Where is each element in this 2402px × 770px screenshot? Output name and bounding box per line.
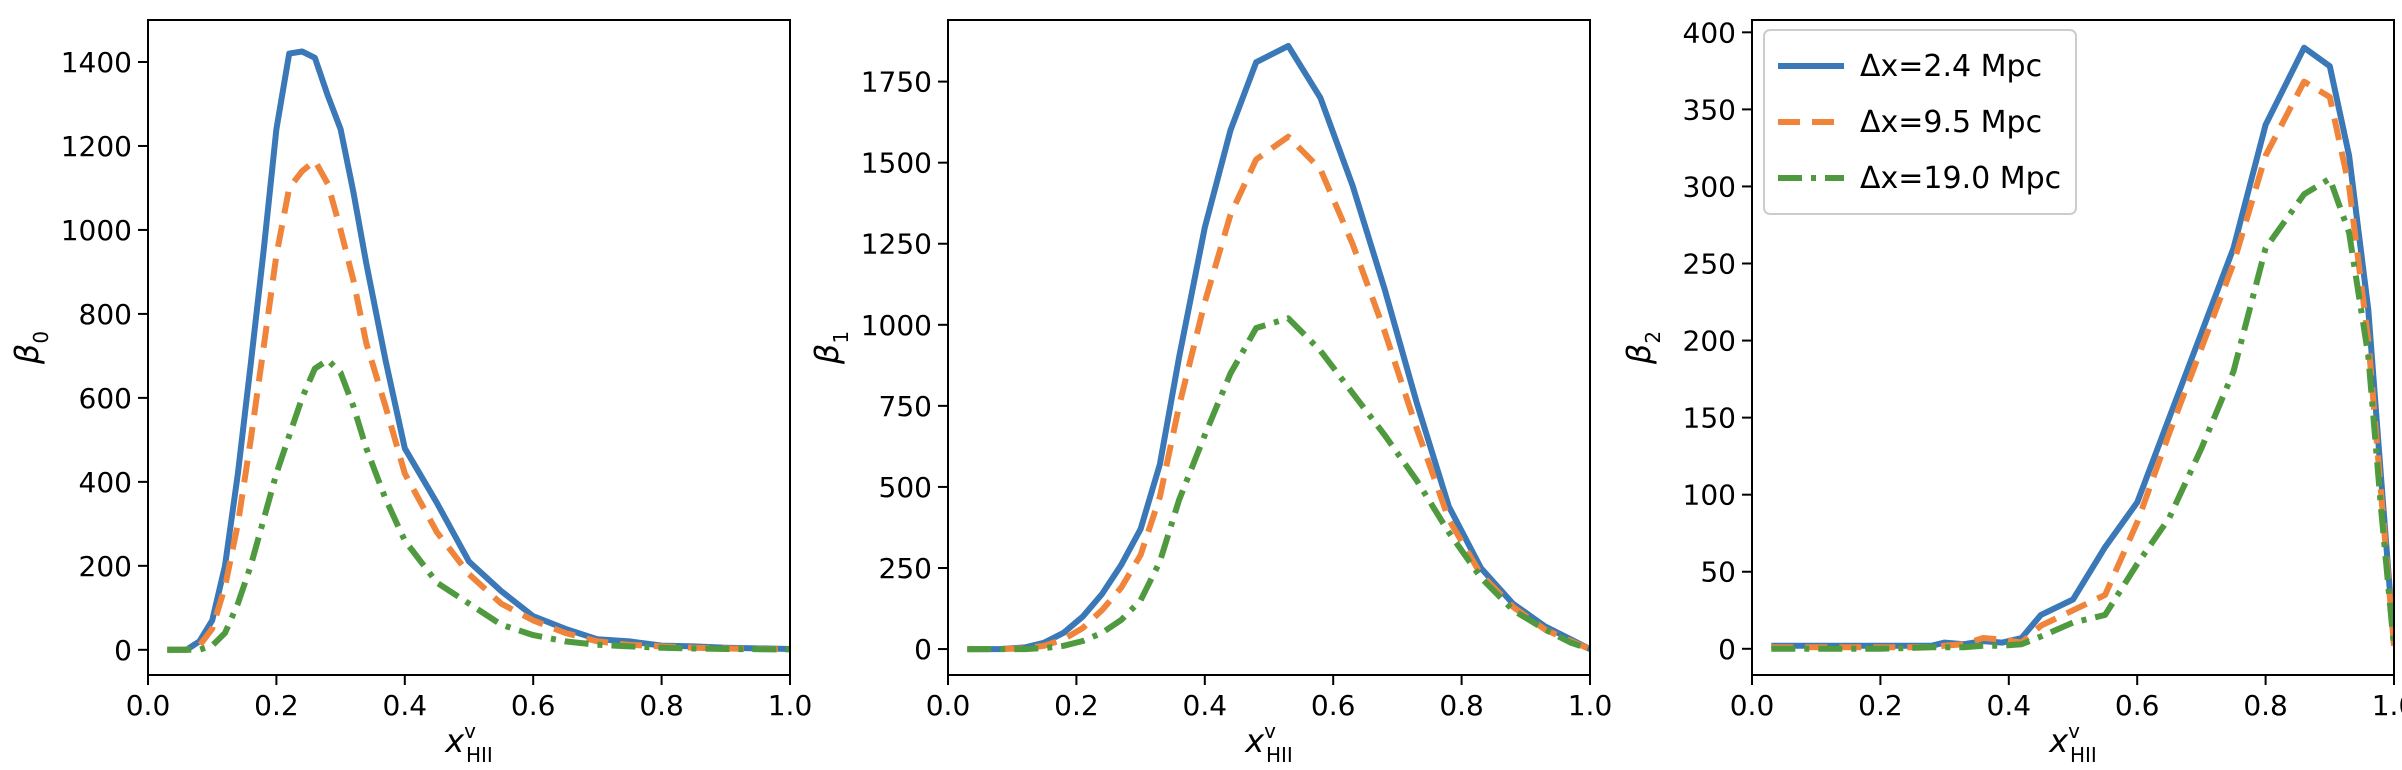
axes-frame: [147, 19, 791, 676]
y-tick-label: 1500: [861, 147, 932, 180]
y-tick-label: 0: [1718, 633, 1736, 666]
chart-panel-1: 0.0 0.2 0.4 0.6 0.8 1.0 0 250 500 750 1000 1250 1500…: [808, 19, 1613, 767]
x-tick-label: 1.0: [1568, 689, 1613, 722]
y-tick-label: 0: [114, 634, 132, 667]
legend-entry: Δx=2.4 Mpc: [1860, 49, 2042, 84]
x-axis-label: xv HII: [1244, 719, 1293, 767]
x-axis-label: xv HII: [2048, 719, 2097, 767]
chart-panel-2: 0.0 0.2 0.4 0.6 0.8 1.0 0 50 100 150 200 250 300 350 4…: [1620, 16, 2402, 767]
y-tick-label: 1000: [61, 214, 132, 247]
x-tick-label: 0.8: [1439, 689, 1484, 722]
series-line-1: [167, 157, 790, 653]
x-tick-label: 0.4: [383, 689, 428, 722]
x-tick-label: 0.6: [2115, 689, 2160, 722]
x-tick-label: 0.4: [1183, 689, 1228, 722]
x-tick-label: 0.6: [511, 689, 556, 722]
series-line-1: [967, 133, 1590, 653]
y-axis-label: β1: [808, 331, 853, 365]
legend: Δx=2.4 Mpc Δx=9.5 Mpc Δx=19.0 Mpc: [1763, 29, 2077, 215]
y-axis-label: β2: [1620, 331, 1665, 365]
y-tick-label: 200: [79, 550, 132, 583]
x-tick-label: 0.0: [926, 689, 971, 722]
x-tick-label: 0.4: [1987, 689, 2032, 722]
y-tick-label: 250: [1683, 248, 1736, 281]
legend-box: [1763, 29, 2077, 215]
series-line-2: [1771, 175, 2394, 652]
series-line-2: [167, 357, 790, 653]
y-tick-label: 600: [79, 382, 132, 415]
x-tick-label: 0.2: [1858, 689, 1903, 722]
x-tick-label: 0.6: [1311, 689, 1356, 722]
y-tick-label: 100: [1683, 479, 1736, 512]
x-tick-label: 0.8: [2243, 689, 2288, 722]
x-tick-label: 0.8: [639, 689, 684, 722]
x-tick-label: 0.0: [1730, 689, 1775, 722]
series-line-1: [1771, 78, 2394, 651]
series-line-0: [1771, 44, 2394, 649]
y-tick-label: 1750: [861, 66, 932, 99]
x-axis-label: xv HII: [444, 719, 493, 767]
x-tick-label: 1.0: [2372, 689, 2402, 722]
series-line-0: [967, 42, 1590, 653]
plot-area: [948, 20, 1590, 675]
legend-entry: Δx=19.0 Mpc: [1860, 161, 2061, 196]
x-tick-label: 0.0: [126, 689, 171, 722]
y-tick-label: 1250: [861, 228, 932, 261]
y-tick-label: 200: [1683, 325, 1736, 358]
y-tick-label: 350: [1683, 93, 1736, 126]
axes-frame: [1751, 19, 2395, 676]
y-axis-label: β0: [8, 331, 53, 365]
y-tick-label: 50: [1700, 556, 1736, 589]
x-tick-label: 0.2: [1054, 689, 1099, 722]
x-tick-label: 0.2: [254, 689, 299, 722]
y-tick-label: 250: [879, 552, 932, 585]
chart-panel-0: 0.0 0.2 0.4 0.6 0.8 1.0 0 200 400 600 800 1000 1200 1…: [8, 19, 813, 767]
y-tick-label: 300: [1683, 170, 1736, 203]
y-tick-label: 1000: [861, 309, 932, 342]
x-tick-label: 1.0: [768, 689, 813, 722]
y-tick-label: 400: [79, 466, 132, 499]
y-tick-label: 0: [914, 633, 932, 666]
y-tick-label: 400: [1683, 16, 1736, 49]
y-tick-label: 500: [879, 471, 932, 504]
y-tick-label: 750: [879, 390, 932, 423]
legend-entry: Δx=9.5 Mpc: [1860, 105, 2042, 140]
axes-frame: [947, 19, 1591, 676]
y-tick-label: 1400: [61, 46, 132, 79]
series-line-2: [967, 315, 1590, 653]
y-tick-label: 800: [79, 298, 132, 331]
y-tick-label: 150: [1683, 402, 1736, 435]
y-tick-label: 1200: [61, 130, 132, 163]
